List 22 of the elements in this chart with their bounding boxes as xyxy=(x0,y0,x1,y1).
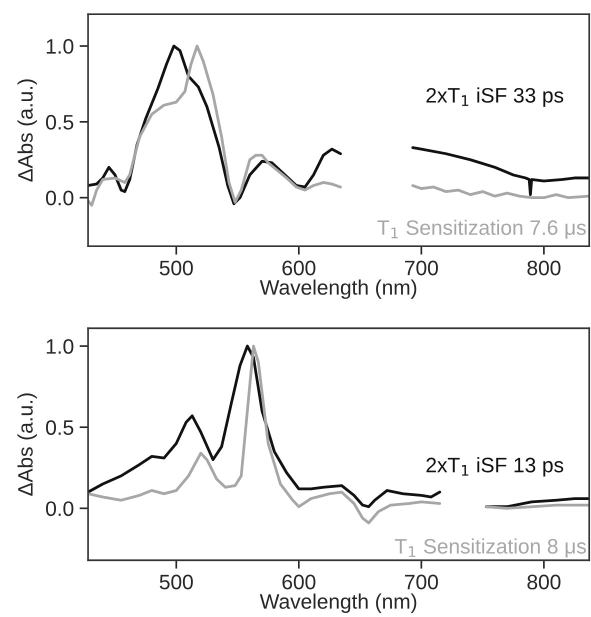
x-tick-label: 600 xyxy=(282,260,316,276)
series-label: T$_{1}$ Sensitization 7.6 μs xyxy=(377,220,586,239)
x-tick-label: 700 xyxy=(405,260,438,276)
text: 2xT$_{1}$ iSF 33 ps xyxy=(426,87,564,107)
x-tick-label: 600 xyxy=(282,574,316,590)
y-axis-title: ΔAbs (a.u.) xyxy=(17,393,37,496)
y-tick-label: 0.0 xyxy=(46,190,74,206)
series-label: 2xT$_{1}$ iSF 13 ps xyxy=(426,457,564,477)
x-tick-label: 800 xyxy=(527,260,560,276)
y-axis-title: ΔAbs (a.u.) xyxy=(17,79,37,182)
y-tick-label: 0.0 xyxy=(46,501,74,516)
y-tick-label: 1.0 xyxy=(46,339,74,354)
x-axis-title: Wavelength (nm) xyxy=(260,279,416,299)
y-tick-label: 0.5 xyxy=(46,114,74,130)
y-tick-label: 0.5 xyxy=(46,420,74,435)
x-tick-label: 500 xyxy=(160,260,193,276)
x-tick-label: 700 xyxy=(405,574,438,590)
x-tick-label: 500 xyxy=(160,574,193,590)
y-tick-label: 1.0 xyxy=(46,39,74,54)
series-label: T$_{1}$ Sensitization 8 μs xyxy=(394,538,586,558)
x-axis-title: Wavelength (nm) xyxy=(260,594,416,613)
x-tick-label: 800 xyxy=(527,574,560,590)
